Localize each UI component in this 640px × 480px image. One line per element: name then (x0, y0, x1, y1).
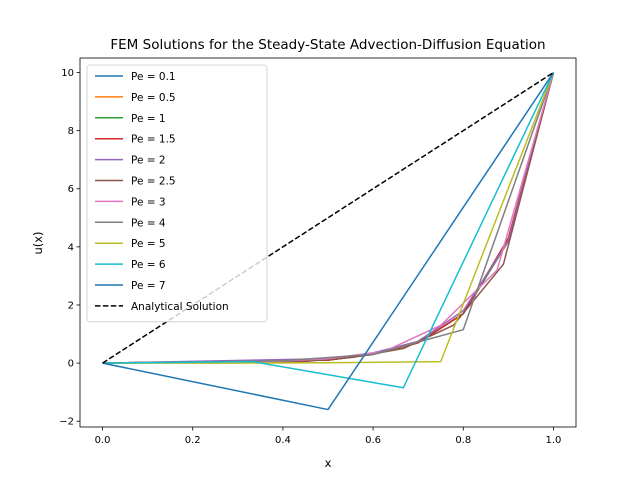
legend-box (86, 64, 268, 323)
y-tick-label: −2 (59, 417, 74, 428)
y-tick-label: 2 (68, 300, 74, 311)
legend-label: Pe = 5 (131, 238, 166, 250)
legend-label: Pe = 6 (131, 259, 166, 271)
plot-lines (102, 71, 555, 411)
legend-label: Pe = 0.5 (131, 92, 176, 104)
series-line-5 (102, 72, 555, 364)
legend-label: Pe = 1 (131, 113, 166, 125)
x-tick-label: 0.4 (275, 435, 291, 446)
legend-label: Pe = 2.5 (131, 176, 176, 188)
x-tick-label: 1.0 (546, 435, 562, 446)
plot-frame (79, 57, 577, 428)
y-axis-ticks: −2 0 2 4 6 8 10 (59, 68, 80, 428)
y-tick-label: 6 (68, 184, 74, 195)
legend-label: Pe = 3 (131, 196, 166, 208)
y-tick-label: 10 (61, 68, 74, 79)
x-tick-label: 0.8 (455, 435, 471, 446)
series-line-10 (102, 72, 555, 411)
legend-label: Pe = 4 (131, 217, 166, 229)
legend-label: Pe = 7 (131, 280, 166, 292)
y-tick-label: 0 (68, 359, 74, 370)
x-tick-label: 0.6 (365, 435, 381, 446)
x-tick-label: 0.2 (185, 435, 201, 446)
x-tick-label: 0.0 (95, 435, 111, 446)
series-line-9 (102, 72, 555, 389)
x-axis-label: x (325, 456, 332, 470)
y-tick-label: 4 (68, 242, 74, 253)
y-axis-label: u(x) (31, 231, 45, 254)
legend-label: Pe = 0.1 (131, 71, 176, 83)
legend-label: Analytical Solution (131, 301, 229, 313)
x-axis-ticks: 0.0 0.2 0.4 0.6 0.8 1.0 (95, 427, 562, 446)
chart-title: FEM Solutions for the Steady-State Advec… (110, 37, 545, 53)
legend-label: Pe = 2 (131, 155, 166, 167)
y-tick-label: 8 (68, 126, 74, 137)
legend-label: Pe = 1.5 (131, 134, 176, 146)
legend: Pe = 0.1 Pe = 0.5 Pe = 1 Pe = 1.5 Pe = 2 Pe =… (86, 64, 268, 323)
